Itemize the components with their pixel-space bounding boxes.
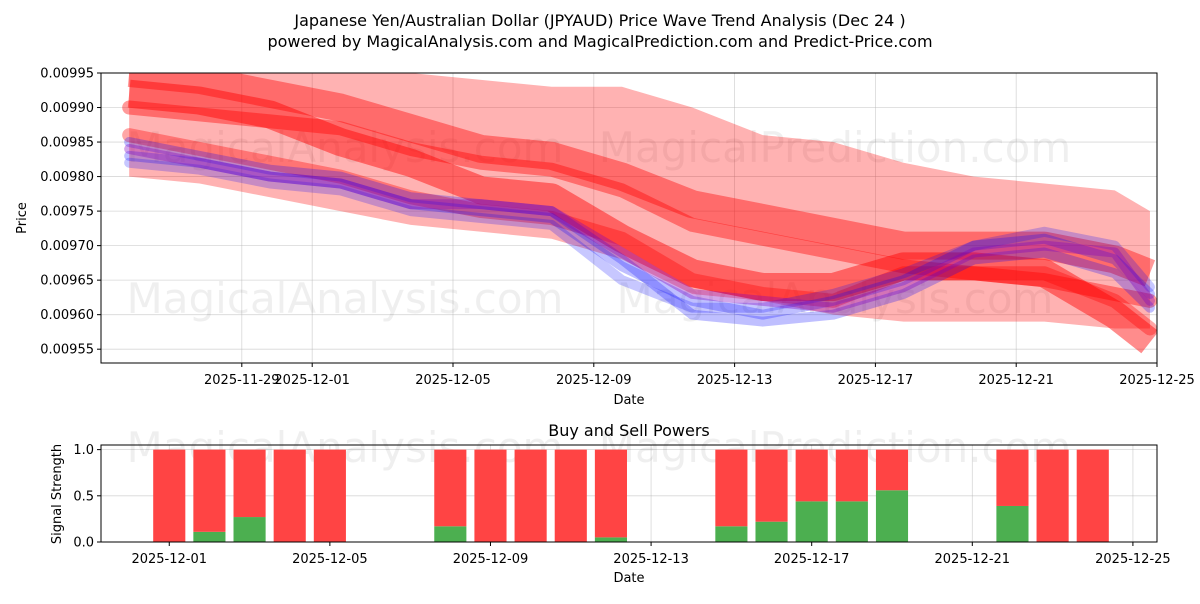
power-bars <box>153 449 1109 542</box>
buy-bar <box>594 537 627 542</box>
price-wave-chart: MagicalPrediction.com MagicalAnalysis.co… <box>15 67 1195 409</box>
sell-bar <box>795 449 828 502</box>
power-y-axis-label: Signal Strength <box>50 444 65 544</box>
price-y-tick-label: 0.00995 <box>40 67 94 82</box>
power-y-tick-label: 0.5 <box>73 489 94 504</box>
watermark-analysis-mid: MagicalAnalysis.com <box>127 274 564 323</box>
sell-bar <box>875 449 909 491</box>
power-x-tick-label: 2025-12-01 <box>131 552 207 567</box>
power-x-tick-label: 2025-12-13 <box>613 552 689 567</box>
power-x-axis-label: Date <box>613 571 644 586</box>
power-y-tick-label: 0.0 <box>73 536 94 551</box>
sell-bar <box>554 449 587 542</box>
sell-bar <box>996 449 1029 506</box>
price-wave-line <box>122 100 1157 308</box>
sell-bar <box>434 449 467 527</box>
power-y-ticks: 0.0 0.5 1.0 <box>73 443 101 551</box>
price-y-tick-label: 0.00985 <box>40 136 94 151</box>
price-wave-line <box>124 143 1155 313</box>
price-y-tick-label: 0.00990 <box>40 101 94 116</box>
buy-bar <box>795 501 828 542</box>
price-plot-frame <box>100 72 1158 364</box>
sell-bar <box>835 449 868 502</box>
price-y-tick-label: 0.00955 <box>40 343 94 358</box>
sell-bar <box>233 449 266 518</box>
power-x-tick-label: 2025-12-17 <box>774 552 850 567</box>
price-x-tick-label: 2025-12-17 <box>838 373 914 388</box>
price-y-tick-label: 0.00980 <box>40 170 94 185</box>
buy-sell-title: Buy and Sell Powers <box>548 421 710 440</box>
price-y-axis-label: Price <box>15 202 30 234</box>
price-wave-line <box>124 150 1155 320</box>
price-y-tick-label: 0.00965 <box>40 274 94 289</box>
price-wave-line <box>124 157 1155 313</box>
power-x-tick-label: 2025-12-05 <box>292 552 368 567</box>
chart-title-line2: powered by MagicalAnalysis.com and Magic… <box>267 32 932 51</box>
watermark-analysis-mid-right: MagicalAnalysis.com <box>617 274 1054 323</box>
price-x-tick-label: 2025-12-09 <box>556 373 632 388</box>
power-x-tick-label: 2025-12-09 <box>453 552 529 567</box>
power-plot-frame <box>100 444 1158 543</box>
chart-title-line1: Japanese Yen/Australian Dollar (JPYAUD) … <box>293 11 905 30</box>
buy-bar <box>193 531 226 542</box>
sell-bar <box>594 449 627 538</box>
price-band <box>129 73 1150 329</box>
price-y-tick-label: 0.00970 <box>40 239 94 254</box>
watermark-analysis-top: MagicalAnalysis.com <box>127 123 564 172</box>
price-x-tick-label: 2025-12-21 <box>978 373 1054 388</box>
price-x-tick-label: 2025-12-13 <box>697 373 773 388</box>
buy-bar <box>755 521 788 542</box>
power-x-tick-label: 2025-12-25 <box>1095 552 1171 567</box>
power-y-tick-label: 1.0 <box>73 443 94 458</box>
buy-bar <box>835 501 868 542</box>
buy-bar <box>233 517 266 542</box>
buy-sell-power-chart: Buy and Sell Powers MagicalAnalysis.com … <box>50 421 1171 586</box>
sell-bar <box>1036 449 1069 542</box>
sell-bar <box>755 449 788 522</box>
sell-bar <box>715 449 748 527</box>
sell-bar <box>193 449 226 532</box>
price-x-axis-label: Date <box>613 393 644 408</box>
buy-bar <box>434 526 467 542</box>
price-y-tick-label: 0.00960 <box>40 308 94 323</box>
price-wave-line <box>124 137 1155 327</box>
price-y-ticks: 0.00955 0.00960 0.00965 0.00970 0.00975 0.009… <box>40 67 101 358</box>
sell-bar <box>313 449 346 542</box>
sell-bar <box>153 449 186 542</box>
sell-bar <box>474 449 507 542</box>
price-x-tick-label: 2025-12-25 <box>1119 373 1195 388</box>
price-grid <box>101 72 1158 363</box>
power-x-tick-label: 2025-12-21 <box>935 552 1011 567</box>
price-band-stroke <box>127 73 1156 287</box>
price-y-tick-label: 0.00975 <box>40 205 94 220</box>
sell-bar <box>273 449 306 542</box>
price-x-tick-label: 2025-12-05 <box>415 373 491 388</box>
sell-bar <box>514 449 547 542</box>
price-x-tick-label: 2025-12-01 <box>274 373 350 388</box>
price-watermarks: MagicalPrediction.com MagicalAnalysis.co… <box>127 123 1072 323</box>
watermark-prediction-top: MagicalPrediction.com <box>599 123 1072 172</box>
power-x-ticks: 2025-12-01 2025-12-05 2025-12-09 2025-12-13… <box>131 542 1171 567</box>
buy-bar <box>715 526 748 542</box>
buy-bar <box>875 490 909 542</box>
price-series <box>122 73 1157 354</box>
sell-bar <box>1076 449 1109 542</box>
buy-bar <box>996 505 1029 542</box>
price-x-tick-label: 2025-11-29 <box>204 373 280 388</box>
watermark-prediction-bottom: MagicalPrediction.com <box>599 423 1072 472</box>
price-band-stroke <box>127 79 1157 354</box>
price-wave-line <box>122 128 1157 336</box>
